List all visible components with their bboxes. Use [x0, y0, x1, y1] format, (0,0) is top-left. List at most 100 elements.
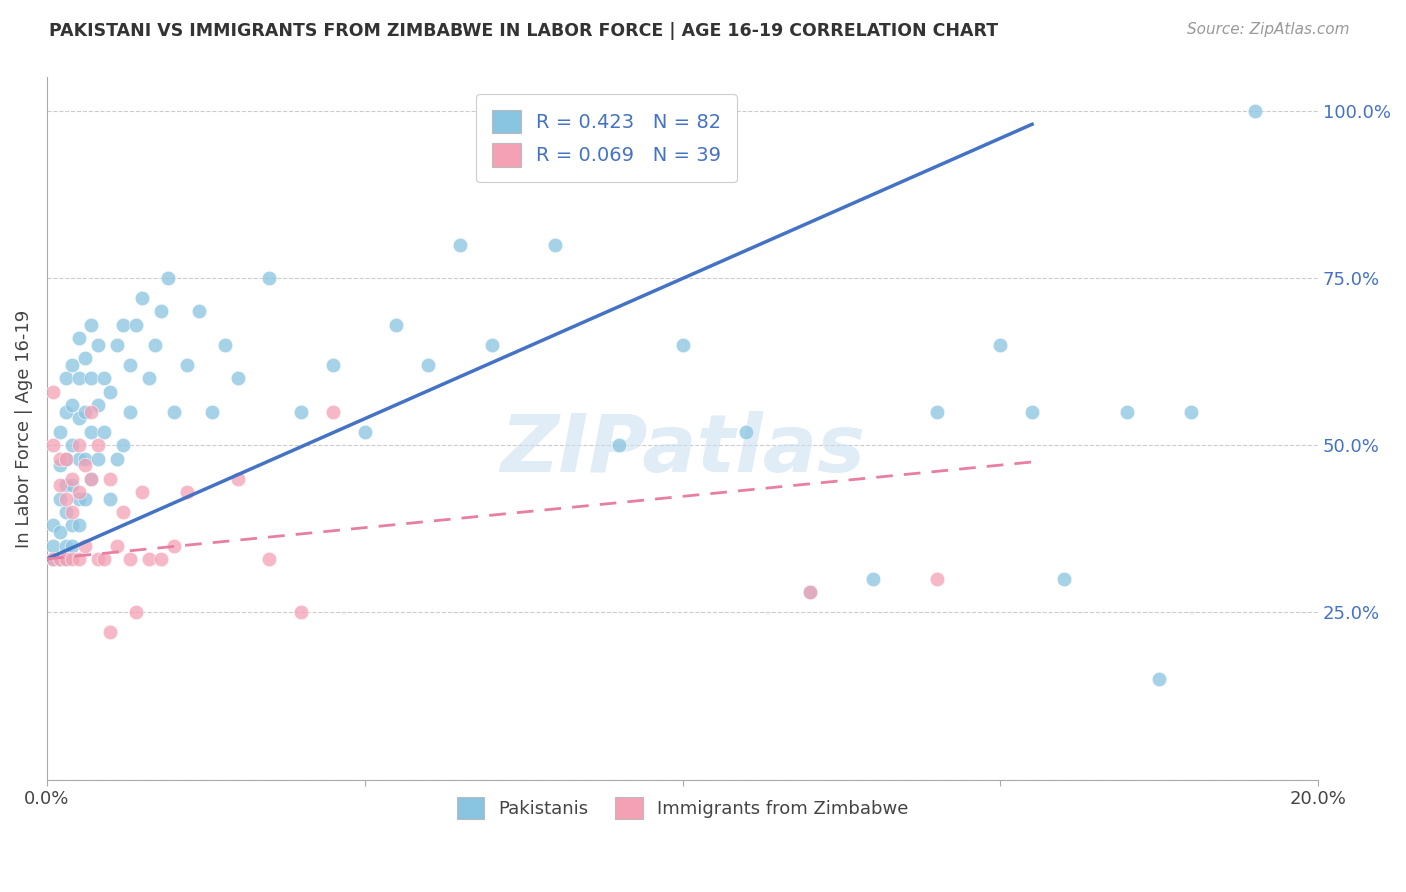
- Point: [48, 525, 70, 540]
- Point: [93, 425, 115, 439]
- Point: [48, 425, 70, 439]
- Point: [87, 438, 110, 452]
- Point: [176, 485, 198, 500]
- Point: [150, 552, 173, 566]
- Point: [42, 539, 65, 553]
- Point: [1116, 405, 1139, 419]
- Point: [544, 237, 567, 252]
- Point: [1053, 572, 1076, 586]
- Point: [481, 338, 503, 352]
- Point: [80, 472, 103, 486]
- Point: [73, 458, 96, 473]
- Point: [100, 491, 122, 506]
- Point: [55, 371, 77, 385]
- Point: [322, 405, 344, 419]
- Point: [60, 539, 83, 553]
- Point: [67, 451, 90, 466]
- Point: [48, 491, 70, 506]
- Point: [214, 338, 236, 352]
- Point: [42, 518, 65, 533]
- Point: [105, 451, 128, 466]
- Point: [799, 585, 821, 599]
- Point: [60, 552, 83, 566]
- Point: [112, 438, 135, 452]
- Point: [67, 411, 90, 425]
- Point: [48, 478, 70, 492]
- Point: [226, 472, 249, 486]
- Point: [100, 625, 122, 640]
- Point: [259, 271, 281, 285]
- Point: [201, 405, 224, 419]
- Y-axis label: In Labor Force | Age 16-19: In Labor Force | Age 16-19: [15, 310, 32, 548]
- Point: [125, 318, 148, 332]
- Point: [138, 552, 160, 566]
- Point: [385, 318, 408, 332]
- Point: [163, 539, 186, 553]
- Point: [418, 358, 440, 372]
- Point: [48, 458, 70, 473]
- Point: [55, 405, 77, 419]
- Point: [1147, 673, 1170, 687]
- Point: [87, 552, 110, 566]
- Point: [988, 338, 1011, 352]
- Point: [118, 405, 141, 419]
- Point: [55, 478, 77, 492]
- Point: [80, 425, 103, 439]
- Point: [73, 539, 96, 553]
- Point: [671, 338, 693, 352]
- Point: [925, 405, 948, 419]
- Point: [259, 552, 281, 566]
- Point: [67, 438, 90, 452]
- Point: [73, 451, 96, 466]
- Point: [42, 438, 65, 452]
- Point: [60, 478, 83, 492]
- Point: [60, 438, 83, 452]
- Point: [799, 585, 821, 599]
- Point: [42, 552, 65, 566]
- Point: [80, 405, 103, 419]
- Point: [118, 552, 141, 566]
- Point: [862, 572, 884, 586]
- Point: [48, 552, 70, 566]
- Point: [55, 552, 77, 566]
- Point: [80, 318, 103, 332]
- Point: [143, 338, 166, 352]
- Point: [55, 451, 77, 466]
- Point: [1021, 405, 1043, 419]
- Point: [112, 318, 135, 332]
- Point: [176, 358, 198, 372]
- Point: [87, 451, 110, 466]
- Point: [55, 552, 77, 566]
- Point: [188, 304, 211, 318]
- Point: [55, 539, 77, 553]
- Point: [60, 398, 83, 412]
- Point: [67, 552, 90, 566]
- Point: [353, 425, 375, 439]
- Point: [42, 384, 65, 399]
- Point: [925, 572, 948, 586]
- Text: ZIPatlas: ZIPatlas: [501, 410, 865, 489]
- Point: [73, 351, 96, 366]
- Point: [60, 505, 83, 519]
- Point: [290, 606, 312, 620]
- Point: [48, 451, 70, 466]
- Point: [100, 472, 122, 486]
- Point: [1243, 103, 1265, 118]
- Point: [735, 425, 758, 439]
- Point: [55, 505, 77, 519]
- Point: [73, 491, 96, 506]
- Point: [322, 358, 344, 372]
- Legend: Pakistanis, Immigrants from Zimbabwe: Pakistanis, Immigrants from Zimbabwe: [443, 783, 922, 834]
- Point: [1180, 405, 1202, 419]
- Point: [100, 384, 122, 399]
- Text: Source: ZipAtlas.com: Source: ZipAtlas.com: [1187, 22, 1350, 37]
- Point: [67, 518, 90, 533]
- Point: [93, 552, 115, 566]
- Point: [55, 491, 77, 506]
- Point: [60, 358, 83, 372]
- Point: [125, 606, 148, 620]
- Point: [80, 371, 103, 385]
- Point: [87, 338, 110, 352]
- Point: [163, 405, 186, 419]
- Point: [290, 405, 312, 419]
